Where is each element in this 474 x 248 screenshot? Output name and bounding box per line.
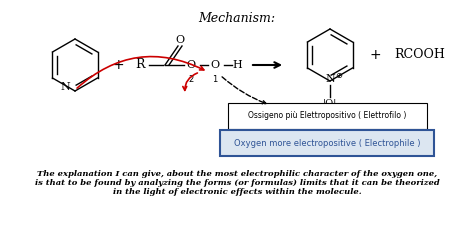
Text: ⊖: ⊖ — [337, 103, 345, 113]
Text: H: H — [232, 60, 242, 70]
Text: +: + — [369, 48, 381, 62]
Text: 1: 1 — [212, 75, 218, 85]
Text: Oxygen more electropositive ( Electrophile ): Oxygen more electropositive ( Electrophi… — [234, 138, 420, 148]
Text: R: R — [135, 59, 145, 71]
Text: O: O — [186, 60, 196, 70]
FancyBboxPatch shape — [228, 103, 427, 129]
Text: The explanation I can give, about the most electrophilic character of the oxygen: The explanation I can give, about the mo… — [35, 170, 439, 196]
Text: Mechanism:: Mechanism: — [199, 12, 275, 25]
Text: O: O — [210, 60, 219, 70]
Text: ⊕: ⊕ — [336, 70, 343, 80]
Text: |O|: |O| — [323, 98, 337, 108]
FancyArrowPatch shape — [77, 57, 204, 88]
Text: +: + — [112, 58, 124, 72]
Text: Ossigeno più Elettropositivo ( Elettrofilo ): Ossigeno più Elettropositivo ( Elettrofi… — [248, 112, 406, 121]
Text: N: N — [325, 74, 335, 84]
Text: O: O — [175, 35, 184, 45]
FancyArrowPatch shape — [183, 73, 197, 90]
Text: RCOOH: RCOOH — [394, 49, 446, 62]
FancyArrowPatch shape — [222, 77, 266, 104]
Text: N: N — [60, 82, 70, 92]
FancyBboxPatch shape — [220, 130, 434, 156]
Text: 2: 2 — [188, 75, 193, 85]
